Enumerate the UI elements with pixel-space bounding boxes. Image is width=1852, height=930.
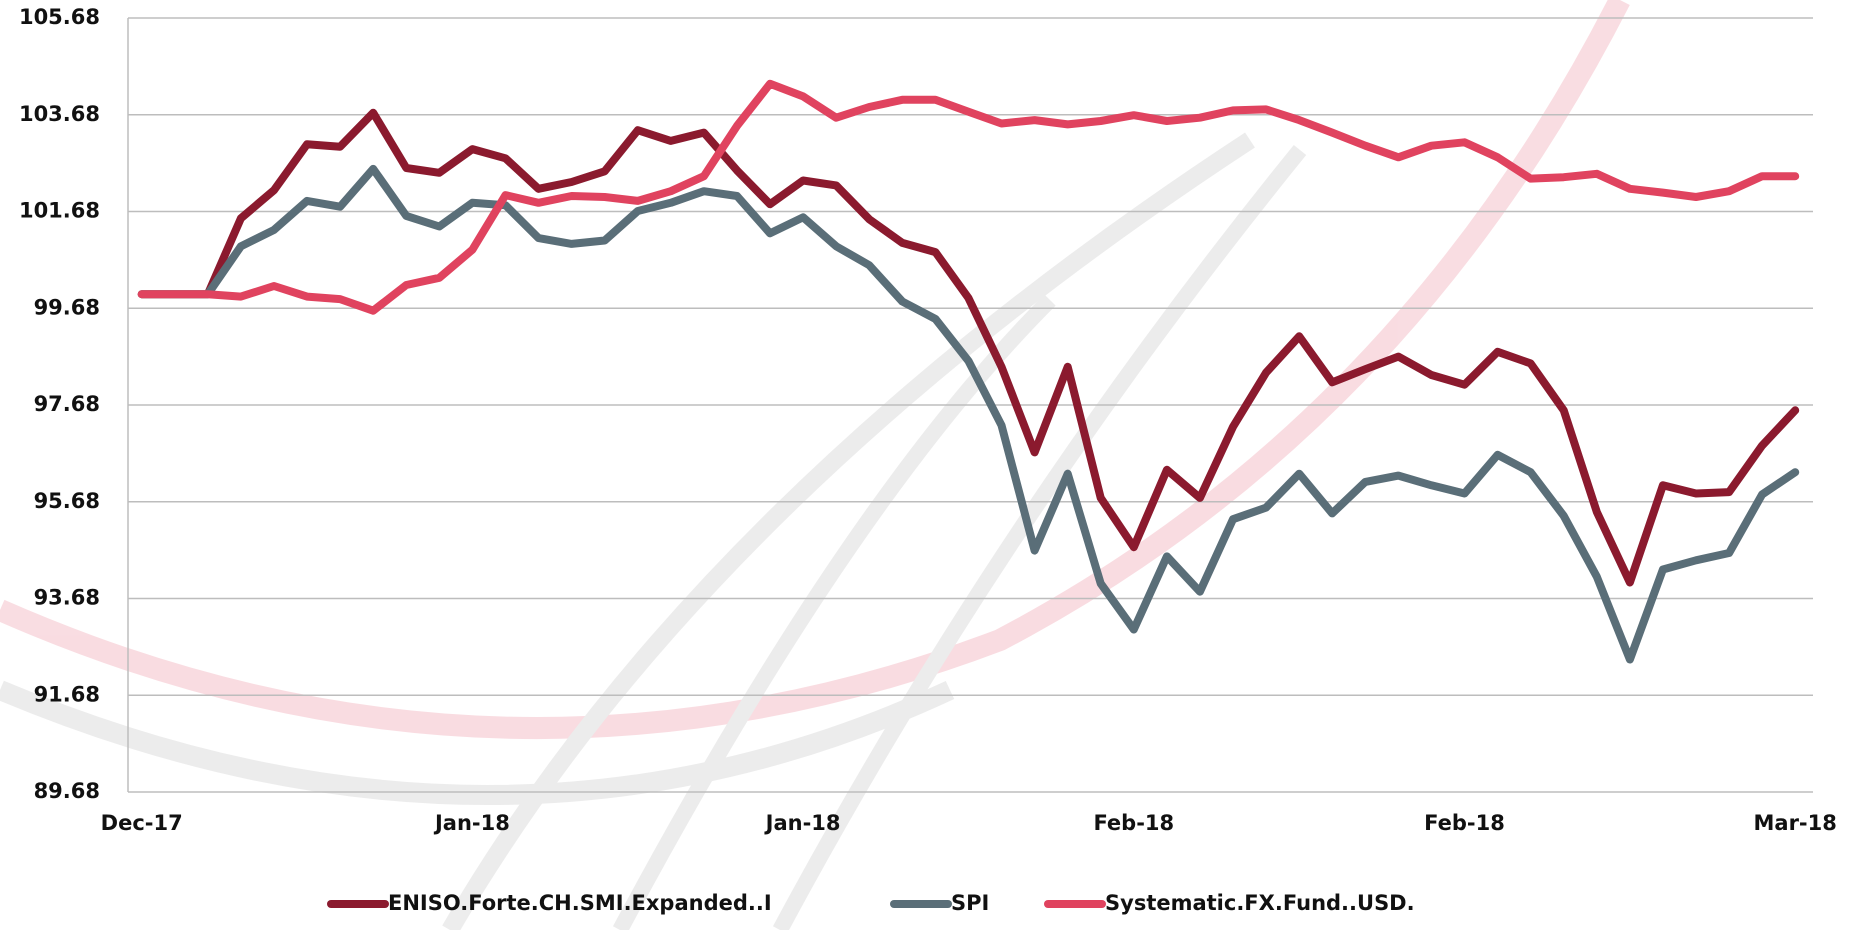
y-tick-label: 97.68	[34, 392, 100, 416]
legend-label: SPI	[951, 891, 989, 915]
y-tick-label: 105.68	[19, 5, 100, 29]
x-tick-label: Jan-18	[433, 811, 510, 835]
series-line	[137, 164, 1800, 664]
series-line	[137, 108, 1800, 587]
legend-label: ENISO.Forte.CH.SMI.Expanded..I	[388, 891, 772, 915]
background-swoosh	[0, 0, 1630, 930]
series-line	[137, 79, 1800, 315]
x-tick-label: Feb-18	[1093, 811, 1174, 835]
x-tick-label: Mar-18	[1754, 811, 1837, 835]
x-tick-label: Jan-18	[764, 811, 841, 835]
y-tick-label: 91.68	[34, 682, 100, 706]
y-tick-label: 101.68	[19, 199, 100, 223]
y-tick-label: 89.68	[34, 779, 100, 803]
x-tick-label: Feb-18	[1424, 811, 1505, 835]
y-tick-label: 95.68	[34, 489, 100, 513]
y-tick-label: 99.68	[34, 295, 100, 319]
y-tick-label: 93.68	[34, 586, 100, 610]
x-tick-label: Dec-17	[101, 811, 183, 835]
y-tick-label: 103.68	[19, 102, 100, 126]
legend-label: Systematic.FX.Fund..USD.	[1105, 891, 1415, 915]
